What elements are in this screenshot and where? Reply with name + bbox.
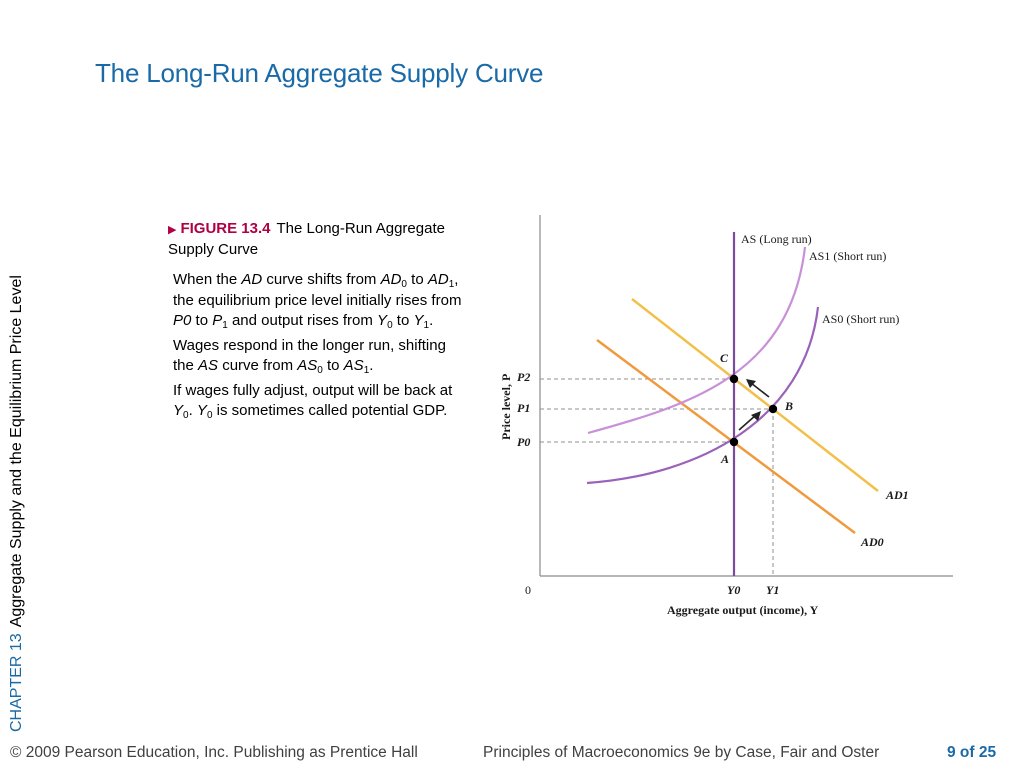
figure-title: The Long-Run Aggregate Supply Curve (168, 220, 445, 258)
text-run: curve from (218, 357, 298, 374)
text-run: . (369, 357, 374, 374)
point-b (768, 404, 778, 414)
subscript: 0 (206, 410, 213, 421)
text-run: AD (241, 271, 263, 288)
subscript: 0 (401, 279, 407, 290)
origin-label: 0 (525, 583, 531, 597)
point-b-label: B (784, 399, 793, 413)
text-run: to (191, 312, 213, 329)
tick-y0: Y0 (727, 583, 740, 597)
subscript: 1 (448, 279, 455, 290)
caption-arrow-icon: ▶ (168, 224, 177, 236)
as-long-run-label: AS (Long run) (741, 232, 812, 246)
tick-y1: Y1 (766, 583, 779, 597)
footer-copyright: © 2009 Pearson Education, Inc. Publishin… (10, 744, 418, 761)
arrow-b-to-c (750, 382, 770, 398)
paragraph-potential-gdp: If wages fully adjust, output will be ba… (173, 381, 468, 422)
figure-description: When the AD curve shifts from AD0 to AD1… (173, 270, 468, 426)
ad0-label: AD0 (860, 535, 884, 549)
tick-p0: P0 (517, 435, 530, 449)
footer-book-title: Principles of Macroeconomics 9e by Case,… (483, 744, 880, 761)
point-c-label: C (720, 351, 729, 365)
arrow-b-to-c-head (746, 379, 756, 388)
y-axis-title: Price level, P (499, 374, 513, 440)
ad1-label: AD1 (885, 488, 909, 502)
text-run: AD (427, 271, 449, 288)
slide-title: The Long-Run Aggregate Supply Curve (95, 58, 544, 88)
text-run: Y (377, 312, 388, 329)
paragraph-ad-shift: When the AD curve shifts from AD0 to AD1… (173, 270, 468, 332)
subscript: 0 (183, 410, 189, 421)
as0-label: AS0 (Short run) (822, 312, 899, 326)
text-run: Wages respond in the longer run, shiftin… (173, 336, 446, 375)
point-c (729, 374, 739, 384)
text-run: and output rises from (227, 312, 378, 329)
text-run: curve shifts from (262, 271, 381, 288)
text-run: is sometimes called potential GDP. (212, 402, 448, 419)
text-run: . (188, 402, 197, 419)
text-run: AD (380, 271, 402, 288)
as0-curve (586, 306, 820, 485)
subscript: 1 (222, 320, 228, 331)
text-run: Y (173, 402, 184, 419)
point-a-label: A (720, 452, 729, 466)
text-run: to (322, 357, 344, 374)
text-run: When the (173, 271, 242, 288)
text-run: If wages fully adjust, output will be ba… (173, 381, 453, 399)
text-run: to (406, 271, 428, 288)
ad1-curve (631, 298, 879, 492)
arrow-a-to-b-head (751, 411, 761, 421)
subscript: 0 (317, 365, 323, 376)
as1-curve (587, 246, 807, 435)
tick-p1: P1 (517, 401, 530, 415)
subscript: 1 (423, 320, 430, 331)
footer-page-number: 9 of 25 (947, 744, 997, 761)
figure-caption: ▶ FIGURE 13.4 The Long-Run Aggregate Suppl… (168, 219, 468, 260)
arrow-a-to-b (738, 414, 757, 431)
text-run: P (212, 312, 223, 329)
subscript: 0 (387, 320, 393, 331)
point-a (729, 437, 739, 447)
text-run: to (392, 312, 414, 329)
text-run: AS (198, 357, 219, 374)
as1-label: AS1 (Short run) (809, 249, 886, 263)
text-run: . (429, 312, 434, 329)
subscript: 1 (363, 365, 370, 376)
text-run: Y (413, 312, 424, 329)
text-run: P0 (173, 312, 192, 329)
paragraph-wages-respond: Wages respond in the longer run, shiftin… (173, 336, 468, 377)
figure-number: FIGURE 13.4 (180, 220, 271, 237)
text-run: , the equilibrium price level initially … (173, 271, 462, 309)
tick-p2: P2 (517, 370, 530, 384)
text-run: AS (343, 357, 364, 374)
ad0-curve (596, 338, 856, 535)
text-run: Y (196, 402, 207, 419)
x-axis-title: Aggregate output (income), Y (667, 603, 819, 617)
text-run: AS (297, 357, 318, 374)
